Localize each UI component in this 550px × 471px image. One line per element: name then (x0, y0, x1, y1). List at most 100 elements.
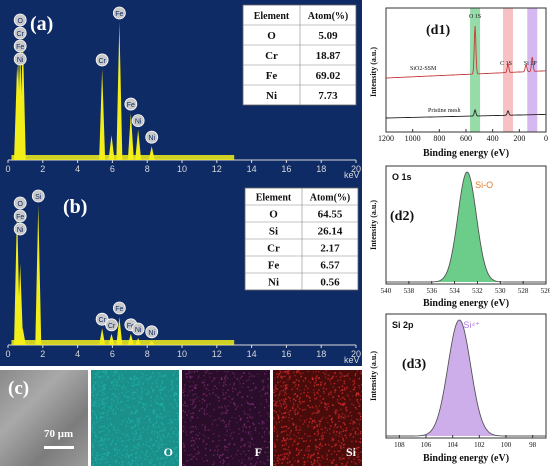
x-tick-label: 98 (529, 441, 537, 449)
b-x-tick-label: 6 (110, 349, 115, 359)
a-x-tick-label: 12 (212, 164, 222, 174)
x-tick-label: 106 (421, 441, 432, 449)
x-tick-label: 800 (433, 134, 445, 143)
b-peak-marker (95, 312, 109, 326)
a-peak-marker (13, 39, 27, 53)
x-tick-label: 528 (518, 287, 529, 295)
b-table-cell: 6.57 (320, 260, 340, 272)
d3-plot-frame (385, 313, 547, 439)
b-x-tick-label: 8 (145, 349, 150, 359)
a-peak-marker (131, 114, 145, 128)
b-peak-label: Cr (108, 323, 116, 330)
x-tick-label: 532 (472, 287, 483, 295)
b-peak-label: Ni (17, 227, 24, 234)
a-table-cell: Cr (265, 50, 278, 62)
a-table-cell: 5.09 (318, 30, 338, 42)
b-table-cell: 64.55 (318, 209, 343, 221)
a-peak (135, 129, 142, 160)
a-x-tick-label: 14 (247, 164, 257, 174)
element-map-si: Si (273, 370, 362, 466)
b-peak (17, 263, 24, 345)
a-peak-marker (13, 52, 27, 66)
x-tick-label: 530 (495, 287, 506, 295)
a-x-tick-label: 8 (145, 164, 150, 174)
scale-bar (44, 446, 74, 449)
a-x-tick-label: 6 (110, 164, 115, 174)
a-peak-label: Ni (135, 119, 142, 126)
element-map-si-label: Si (345, 445, 356, 459)
a-table-cell: 7.73 (318, 90, 338, 102)
d1-series-label: Pristine mesh (428, 108, 461, 114)
a-table-header: Element (254, 11, 290, 22)
a-table-frame (242, 4, 357, 106)
panel-label-d1: (d1) (426, 23, 450, 38)
a-x-tick-label: 16 (281, 164, 291, 174)
x-tick-label: 108 (394, 441, 405, 449)
a-peak-label: O (17, 18, 23, 25)
d3-corner-label: Si 2p (392, 320, 414, 330)
b-x-tick-label: 2 (40, 349, 45, 359)
map-si-speckle (273, 370, 362, 466)
b-peak-marker (13, 209, 27, 223)
b-table-cell: 2.17 (320, 243, 340, 255)
x-tick-label: 1000 (405, 134, 421, 143)
xps-survey-d1: O 1S C 1S Si 2P SiO2-SSM Pristine mesh 1200… (366, 0, 550, 160)
d2-x-axis-label: Binding energy (eV) (423, 298, 509, 309)
d1-band-label: C 1S (500, 61, 512, 67)
elemental-mapping-row: (c) 70 μm O F Si (0, 370, 362, 466)
element-map-f-label: F (254, 445, 262, 459)
scale-bar-label: 70 μm (44, 428, 74, 440)
b-table-cell: 26.14 (318, 226, 343, 238)
b-table-cell: Fe (268, 260, 280, 272)
a-table-cell: 18.87 (316, 50, 341, 62)
x-tick-label: 400 (487, 134, 499, 143)
d1-band-label: Si 2P (524, 61, 538, 67)
b-peak-label: Ni (148, 330, 155, 337)
d2-peak-fill (386, 172, 546, 282)
b-peak-label: Ni (135, 327, 142, 334)
element-map-f: F (182, 370, 270, 466)
x-tick-label: 200 (513, 134, 525, 143)
panel-label-c: (c) (8, 378, 30, 399)
a-peak-marker (13, 26, 27, 40)
a-peak-label: Cr (98, 58, 106, 65)
b-x-tick-label: 4 (75, 349, 80, 359)
d1-highlight-band (503, 8, 513, 132)
d1-highlight-band (470, 8, 481, 132)
panel-label-b: (b) (63, 196, 87, 218)
d1-x-axis-label: Binding energy (eV) (423, 148, 509, 159)
b-x-tick-label: 18 (316, 349, 326, 359)
a-peak-marker (112, 6, 126, 20)
a-peak-label: Fe (16, 44, 24, 51)
eds-a-x-unit: keV (344, 170, 360, 180)
b-table-cell: Si (269, 226, 278, 238)
d3-peak-label: Si⁴⁺ (463, 320, 480, 330)
d1-series-line (386, 25, 546, 79)
sem-image: (c) 70 μm (0, 370, 88, 466)
a-table-cell: O (267, 30, 276, 42)
b-x-tick-label: 20 (351, 349, 361, 359)
b-peak-label: Fe (16, 214, 24, 221)
b-peak-marker (131, 322, 145, 336)
d1-band-label: O 1S (469, 14, 481, 20)
b-background-signal (11, 340, 235, 345)
d2-corner-label: O 1s (392, 172, 412, 182)
a-peak-label: Fe (127, 102, 135, 109)
map-o-speckle (91, 370, 179, 466)
a-peak-label: Ni (148, 135, 155, 142)
a-peak-marker (124, 97, 138, 111)
b-x-tick-label: 0 (5, 349, 10, 359)
panel-label-a: (a) (30, 13, 53, 35)
x-tick-label: 540 (381, 287, 392, 295)
map-f-speckle (182, 370, 270, 466)
d3-y-axis-label: Intensity (a.u.) (369, 351, 378, 401)
b-peak-marker (145, 325, 159, 339)
d3-x-axis-label: Binding energy (eV) (423, 453, 509, 464)
b-peak-label: Fe (115, 306, 123, 313)
b-table-header: Element (256, 193, 292, 204)
x-tick-label: 0 (544, 134, 548, 143)
b-table-header: Atom(%) (310, 193, 351, 204)
b-peak-label: Cr (98, 317, 106, 324)
a-x-tick-label: 20 (351, 164, 361, 174)
